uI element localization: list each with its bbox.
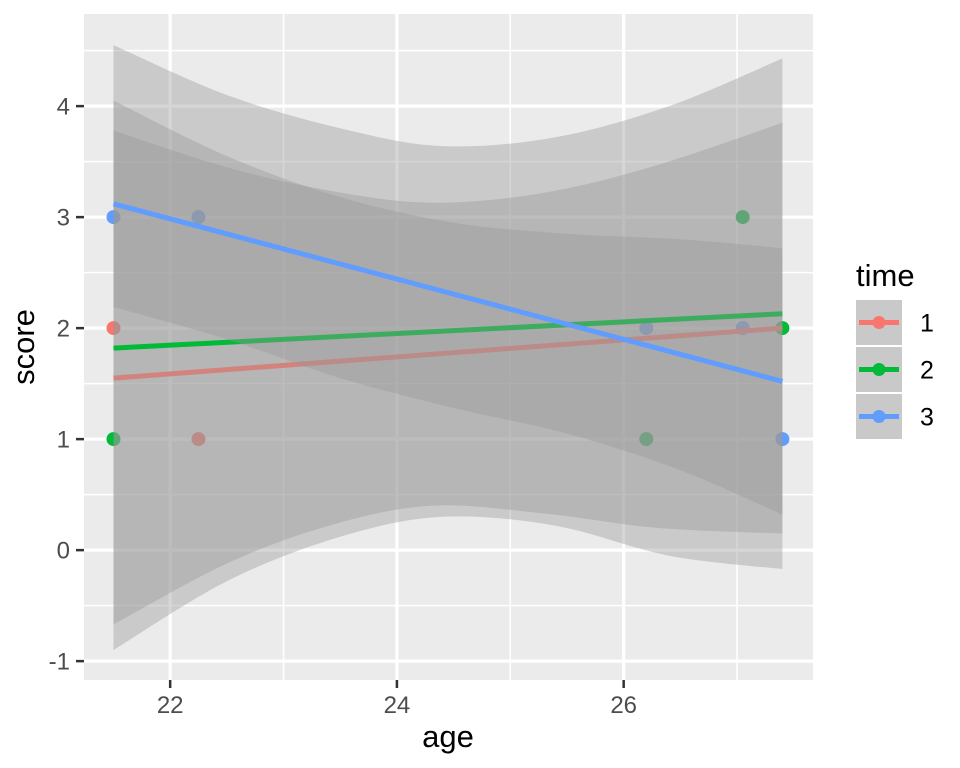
- data-layers: [106, 45, 790, 651]
- data-point-time-3: [191, 210, 206, 225]
- regression-line-time-3: [112, 201, 784, 384]
- confidence-ribbon-time-2: [113, 45, 783, 651]
- x-tick-label: 22: [157, 692, 184, 719]
- y-tick-label: 3: [57, 205, 70, 232]
- y-tick-label: 2: [57, 316, 70, 343]
- legend-key-point: [872, 410, 886, 423]
- legend-label: 2: [920, 357, 934, 385]
- legend-label: 1: [920, 310, 934, 338]
- data-point-time-1: [191, 432, 206, 447]
- axis-tick-labels: 22 24 26 -1 0 1 2 3 4: [49, 94, 637, 719]
- axis-tick-marks: [76, 104, 625, 688]
- legend-key-point: [872, 316, 886, 329]
- y-tick-label: -1: [49, 649, 70, 676]
- x-tick-label: 26: [610, 692, 637, 719]
- data-point-time-2: [106, 432, 121, 447]
- plot-panel: [84, 14, 813, 680]
- legend-label: 3: [920, 404, 934, 432]
- y-tick-label: 1: [57, 427, 70, 454]
- data-point-time-3: [775, 432, 790, 447]
- regression-line-time-1: [113, 325, 783, 381]
- y-tick-label: 4: [57, 94, 70, 121]
- y-axis-title: score: [6, 309, 41, 385]
- y-tick-label: 0: [57, 538, 70, 565]
- x-axis-title: age: [422, 719, 474, 754]
- regression-line-time-2: [113, 311, 783, 351]
- x-tick-label: 24: [384, 692, 411, 719]
- legend: time 1 2 3: [856, 258, 934, 439]
- data-point-time-1: [106, 321, 121, 336]
- confidence-ribbon-time-3: [113, 100, 783, 515]
- legend-keys: 1 2 3: [856, 300, 934, 439]
- data-point-time-2: [639, 432, 654, 447]
- data-point-time-2: [735, 210, 750, 225]
- legend-key-point: [872, 363, 886, 376]
- legend-title: time: [856, 258, 915, 293]
- data-point-time-3: [106, 210, 121, 225]
- data-point-time-3: [639, 321, 654, 336]
